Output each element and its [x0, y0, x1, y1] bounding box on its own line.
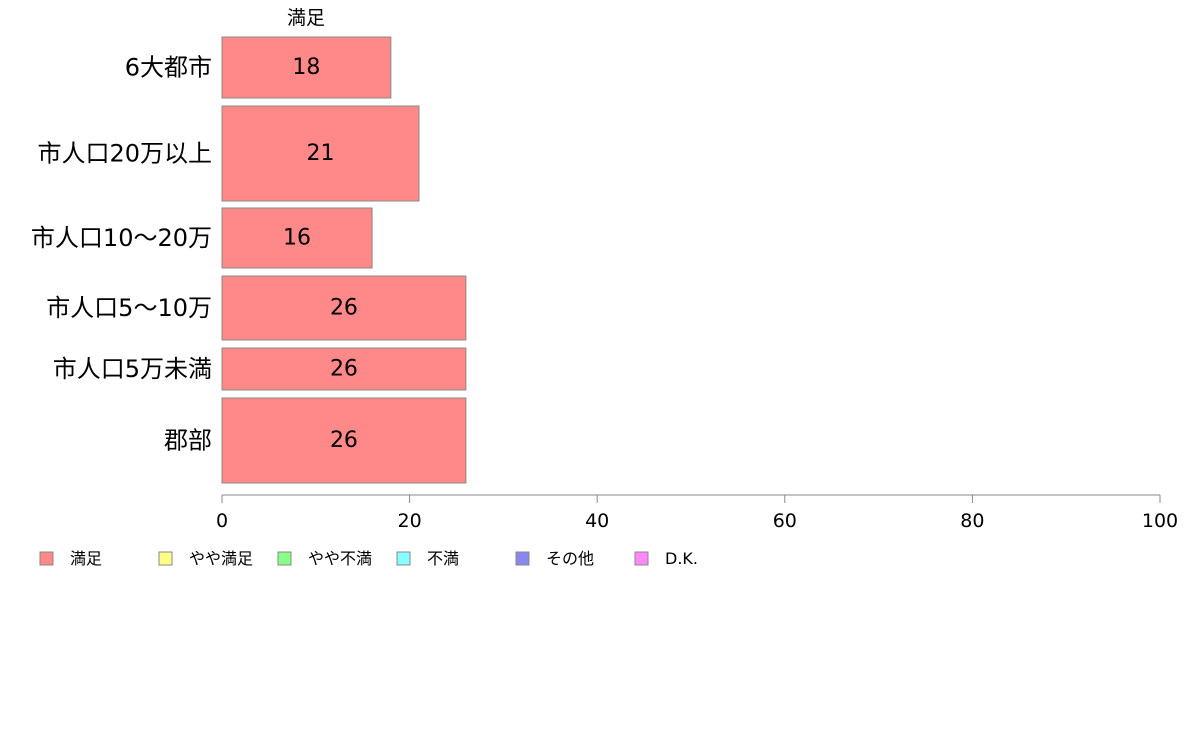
bar	[221, 397, 467, 484]
legend-swatch	[634, 551, 649, 566]
x-tick-label: 60	[773, 510, 797, 532]
x-tick-label: 40	[585, 510, 609, 532]
category-label: 6大都市	[125, 54, 212, 82]
legend: 満足 やや満足 やや不満 不満 その他 D.K.	[39, 549, 698, 568]
x-tick-label: 0	[216, 510, 228, 532]
legend-label: 不満	[427, 549, 459, 568]
bar	[221, 347, 467, 391]
bar	[221, 36, 392, 99]
category-label: 市人口5万未満	[53, 355, 212, 383]
bar-value-label: 26	[330, 428, 358, 453]
legend-swatch	[396, 551, 411, 566]
category-label: 市人口10〜20万	[31, 224, 212, 252]
legend-label: 満足	[70, 549, 102, 568]
legend-label: やや満足	[189, 549, 253, 568]
bar	[221, 275, 467, 341]
legend-swatch	[158, 551, 173, 566]
bar	[221, 207, 373, 269]
category-label: 郡部	[164, 427, 212, 455]
x-tick-label: 80	[960, 510, 984, 532]
x-tick-label: 100	[1142, 510, 1178, 532]
category-label: 市人口5〜10万	[46, 294, 212, 322]
x-tick-label: 20	[398, 510, 422, 532]
bar-value-label: 16	[283, 226, 311, 251]
bar-value-label: 26	[330, 357, 358, 382]
series-header-label: 満足	[287, 7, 325, 29]
bar-value-label: 21	[306, 141, 334, 166]
legend-swatch	[515, 551, 530, 566]
bars-group: 18 21 16 26 26 26	[221, 36, 467, 484]
legend-label: その他	[546, 549, 594, 568]
bar-value-label: 26	[330, 296, 358, 321]
category-label: 市人口20万以上	[37, 140, 212, 168]
legend-swatch	[39, 551, 54, 566]
legend-swatch	[277, 551, 292, 566]
legend-label: やや不満	[308, 549, 372, 568]
x-axis-ticks-group: 0 20 40 60 80 100	[216, 495, 1178, 532]
bar	[221, 105, 420, 202]
legend-label: D.K.	[665, 549, 698, 568]
bar-value-label: 18	[292, 55, 320, 80]
